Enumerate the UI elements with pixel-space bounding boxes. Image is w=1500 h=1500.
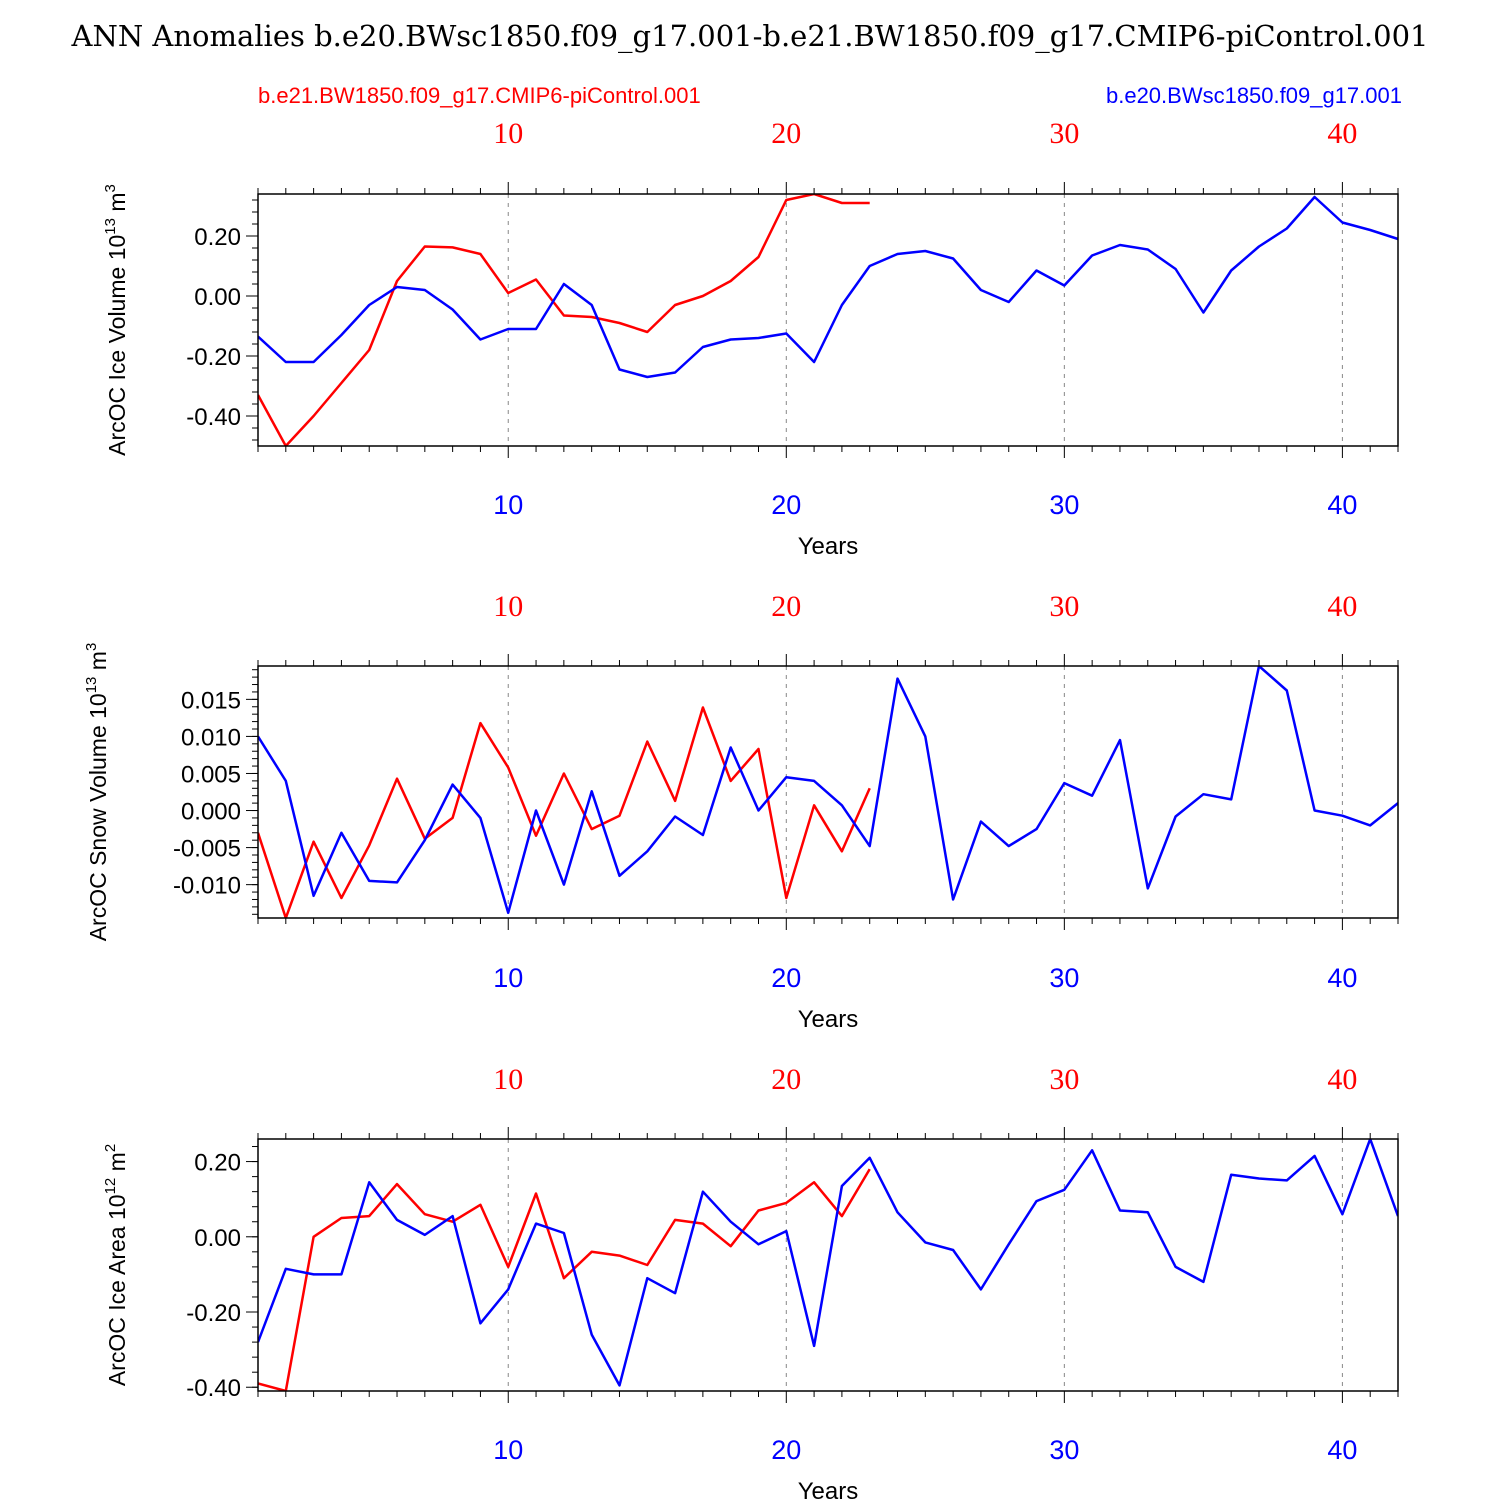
chart-panel-3: -0.40 -0.20 0.00 0.20 10 10 20 20 30 30 40 40 Years A… <box>102 1063 1399 1500</box>
x-tick-label-top: 30 <box>1049 1063 1079 1096</box>
x-axis-label: Years <box>798 1478 859 1500</box>
x-tick-label-top: 40 <box>1327 1063 1357 1096</box>
x-tick-label-top: 30 <box>1049 590 1079 623</box>
x-tick-label-top: 40 <box>1327 117 1357 150</box>
x-tick-label-top: 30 <box>1049 117 1079 150</box>
y-tick-label: 0.20 <box>194 1150 241 1177</box>
x-tick-label-bottom: 40 <box>1327 490 1357 520</box>
y-tick-label: -0.40 <box>186 1375 241 1402</box>
plot-frame <box>257 665 1399 919</box>
y-axis-label: ArcOC Ice Volume 1013 m3 <box>102 184 130 456</box>
series-line-red <box>258 1168 871 1391</box>
series-line-blue <box>258 666 1398 915</box>
x-tick-label-top: 20 <box>771 590 801 623</box>
chart-panel-1: -0.40 -0.20 0.00 0.20 10 10 20 20 30 30 40 40 Years A… <box>102 117 1399 560</box>
x-tick-label-top: 20 <box>771 1063 801 1096</box>
x-tick-label-bottom: 20 <box>771 1435 801 1465</box>
y-tick-label: 0.00 <box>194 284 241 311</box>
legend-red-name: b.e21.BW1850.f09_g17.CMIP6-piControl.001 <box>258 83 701 108</box>
x-tick-label-bottom: 40 <box>1327 1435 1357 1465</box>
plot-frame <box>257 1138 1399 1392</box>
x-tick-label-top: 40 <box>1327 590 1357 623</box>
y-axis-label: ArcOC Snow Volume 1013 m3 <box>83 643 111 942</box>
x-tick-label-bottom: 10 <box>493 963 523 993</box>
series-line-blue <box>258 1139 1398 1387</box>
y-tick-label: 0.20 <box>194 224 241 251</box>
x-axis-label: Years <box>798 1006 859 1033</box>
y-tick-label: -0.20 <box>186 344 241 371</box>
plot-frame <box>257 193 1399 447</box>
x-tick-label-top: 20 <box>771 117 801 150</box>
chart-title: ANN Anomalies b.e20.BWsc1850.f09_g17.001… <box>71 19 1429 54</box>
y-tick-label: 0.00 <box>194 1225 241 1252</box>
y-tick-label: -0.20 <box>186 1300 241 1327</box>
y-axis-label: ArcOC Ice Area 1012 m2 <box>102 1144 130 1386</box>
series-line-red <box>258 194 870 446</box>
x-tick-label-top: 10 <box>493 590 523 623</box>
x-tick-label-bottom: 30 <box>1049 963 1079 993</box>
x-tick-label-bottom: 20 <box>771 963 801 993</box>
y-tick-label: -0.40 <box>186 404 241 431</box>
series-line-blue <box>258 195 1398 379</box>
x-tick-label-bottom: 10 <box>493 1435 523 1465</box>
x-tick-label-bottom: 30 <box>1049 1435 1079 1465</box>
x-tick-label-bottom: 30 <box>1049 490 1079 520</box>
x-tick-label-top: 10 <box>493 1063 523 1096</box>
x-axis-label: Years <box>798 533 859 560</box>
y-tick-label: 0.010 <box>181 724 241 751</box>
x-tick-label-bottom: 40 <box>1327 963 1357 993</box>
y-tick-label: 0.015 <box>181 687 241 714</box>
y-tick-label: 0.005 <box>181 761 241 788</box>
chart-panel-2: -0.010 -0.005 0.000 0.005 0.010 0.015 10 10 20 20… <box>83 590 1399 1033</box>
y-tick-label: -0.005 <box>173 836 241 863</box>
x-tick-label-bottom: 10 <box>493 490 523 520</box>
legend-blue-name: b.e20.BWsc1850.f09_g17.001 <box>1106 83 1402 108</box>
series-line-red <box>258 706 871 918</box>
x-tick-label-bottom: 20 <box>771 490 801 520</box>
x-tick-label-top: 10 <box>493 117 523 150</box>
y-tick-label: -0.010 <box>173 873 241 900</box>
y-tick-label: 0.000 <box>181 799 241 826</box>
